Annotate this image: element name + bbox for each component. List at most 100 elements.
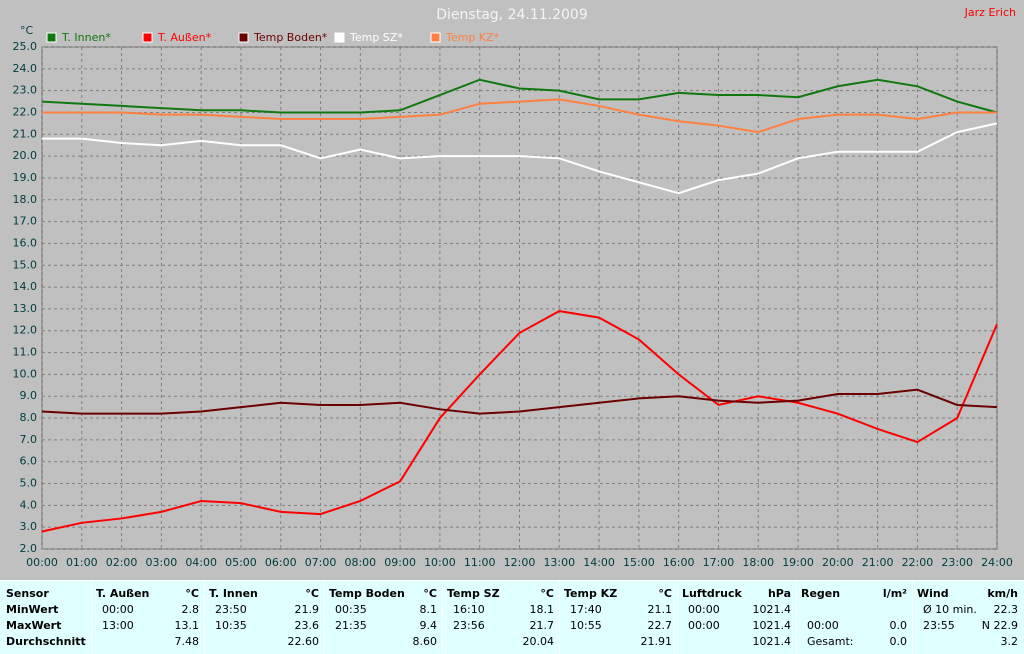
column-header: T. Außen: [96, 587, 150, 600]
column-separator: [91, 581, 92, 654]
y-tick-label: 4.0: [20, 498, 38, 511]
legend-label: T. Außen*: [157, 31, 212, 44]
y-tick-label: 11.0: [13, 346, 38, 359]
legend-swatch: [46, 32, 57, 43]
cell-value: 22.3: [993, 603, 1019, 616]
x-tick-label: 23:00: [941, 556, 973, 569]
column-unit: °C: [423, 587, 437, 600]
cell-value: 1021.4: [752, 603, 792, 616]
legend-label: Temp SZ*: [349, 31, 403, 44]
cell-value: 0.0: [889, 619, 908, 632]
cell-value: 8.1: [419, 603, 438, 616]
x-tick-label: 03:00: [146, 556, 178, 569]
column-header: T. Innen: [209, 587, 258, 600]
cell-time: 10:35: [215, 619, 247, 632]
legend-label: Temp Boden*: [253, 31, 328, 44]
column-header: Luftdruck: [682, 587, 742, 600]
legend-swatch: [430, 32, 441, 43]
cell-time: 00:00: [688, 603, 720, 616]
x-tick-label: 04:00: [185, 556, 217, 569]
author: Jarz Erich: [964, 6, 1016, 19]
column-separator: [912, 581, 913, 654]
cell-value: 8.60: [412, 635, 438, 648]
y-tick-label: 14.0: [13, 280, 38, 293]
x-tick-label: 08:00: [344, 556, 376, 569]
x-tick-label: 13:00: [543, 556, 575, 569]
legend-label: T. Innen*: [61, 31, 111, 44]
y-tick-label: 21.0: [13, 127, 38, 140]
table-header: Sensor: [6, 587, 49, 600]
series-line: [42, 122, 998, 195]
cell-time: 23:55: [923, 619, 955, 632]
y-axis-label: °C: [20, 24, 34, 37]
cell-value: 9.4: [419, 619, 438, 632]
legend-label: Temp KZ*: [445, 31, 500, 44]
column-header: Wind: [917, 587, 949, 600]
x-tick-label: 11:00: [464, 556, 496, 569]
column-header: Temp KZ: [564, 587, 618, 600]
column-unit: °C: [658, 587, 672, 600]
cell-time: 00:00: [102, 603, 134, 616]
y-tick-label: 19.0: [13, 171, 38, 184]
y-tick-label: 8.0: [20, 411, 38, 424]
cell-value: 2.8: [181, 603, 200, 616]
cell-time: Ø 10 min.: [923, 603, 977, 616]
series-line: [41, 78, 998, 114]
y-tick-label: 25.0: [13, 40, 38, 53]
series-line: [41, 388, 998, 415]
cell-time: 00:00: [807, 619, 839, 632]
cell-value: 21.7: [529, 619, 555, 632]
column-separator: [324, 581, 325, 654]
row-label: MaxWert: [6, 619, 62, 632]
x-tick-label: 02:00: [106, 556, 138, 569]
series-line: [41, 310, 998, 533]
cell-value: 0.0: [889, 635, 908, 648]
y-tick-label: 22.0: [13, 105, 38, 118]
cell-value: 20.04: [522, 635, 555, 648]
y-tick-label: 15.0: [13, 258, 38, 271]
y-tick-label: 6.0: [20, 455, 38, 468]
column-separator: [442, 581, 443, 654]
y-tick-label: 7.0: [20, 433, 38, 446]
x-tick-label: 16:00: [663, 556, 695, 569]
column-separator: [677, 581, 678, 654]
y-tick-label: 17.0: [13, 215, 38, 228]
cell-value: 7.48: [174, 635, 200, 648]
cell-value: 3.2: [1000, 635, 1019, 648]
column-unit: km/h: [987, 587, 1018, 600]
row-label: MinWert: [6, 603, 59, 616]
x-tick-label: 15:00: [623, 556, 655, 569]
x-tick-label: 20:00: [822, 556, 854, 569]
cell-value: 22.7: [647, 619, 673, 632]
y-tick-label: 9.0: [20, 389, 38, 402]
cell-time: 17:40: [570, 603, 602, 616]
cell-value: 1021.4: [752, 619, 792, 632]
column-separator: [559, 581, 560, 654]
x-tick-label: 00:00: [26, 556, 58, 569]
summary-table: Sensor MinWert MaxWert Durchschnitt T. Außen…: [0, 580, 1024, 654]
x-tick-label: 17:00: [703, 556, 735, 569]
cell-value: N 22.9: [981, 619, 1018, 632]
cell-value: 21.91: [640, 635, 673, 648]
x-tick-label: 18:00: [742, 556, 774, 569]
x-tick-label: 07:00: [305, 556, 337, 569]
x-tick-label: 21:00: [862, 556, 894, 569]
x-tick-label: 05:00: [225, 556, 257, 569]
x-tick-label: 09:00: [384, 556, 416, 569]
cell-time: 13:00: [102, 619, 134, 632]
column-separator: [204, 581, 205, 654]
x-tick-label: 24:00: [981, 556, 1013, 569]
cell-value: 13.1: [174, 619, 200, 632]
y-tick-label: 3.0: [20, 520, 38, 533]
legend-swatch: [142, 32, 153, 43]
y-tick-label: 18.0: [13, 193, 38, 206]
column-header: Temp Boden: [329, 587, 405, 600]
y-tick-label: 12.0: [13, 324, 38, 337]
cell-value: 21.9: [294, 603, 320, 616]
x-tick-label: 10:00: [424, 556, 456, 569]
y-tick-label: 20.0: [13, 149, 38, 162]
column-unit: °C: [185, 587, 199, 600]
column-unit: hPa: [767, 587, 791, 600]
chart: Dienstag, 24.11.2009 Jarz Erich °C 2.0 3.…: [13, 6, 1017, 569]
